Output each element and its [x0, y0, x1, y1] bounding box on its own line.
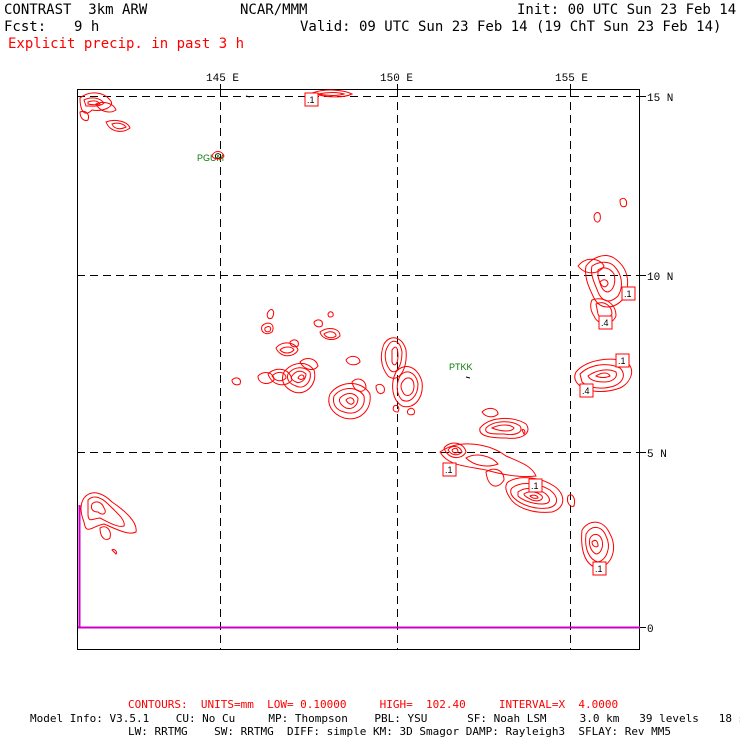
contour-label-7: .1 — [531, 481, 539, 491]
contour-label-3: .4 — [601, 318, 609, 328]
map-frame — [77, 89, 640, 650]
forecast-label: Fcst: — [4, 19, 47, 35]
contour-label-5: .4 — [582, 386, 590, 396]
lon-label-155e: 155 E — [555, 73, 588, 85]
valid-time: Valid: 09 UTC Sun 23 Feb 14 (19 ChT Sun … — [300, 19, 722, 35]
graticule — [77, 89, 640, 650]
contour-label-8: .1 — [595, 564, 603, 574]
contour-label-1: .1 — [307, 95, 315, 105]
organization-label: NCAR/MMM — [240, 2, 308, 18]
lon-label-150e: 150 E — [380, 73, 413, 85]
lon-label-145e: 145 E — [206, 73, 239, 85]
ticks — [220, 84, 646, 628]
contour-label-6: .1 — [445, 465, 453, 475]
lat-label-10n: 10 N — [647, 272, 673, 284]
chuuk-island — [465, 376, 471, 379]
station-ptkk: PTKK — [449, 362, 473, 372]
model-info-line-1: Model Info: V3.5.1 CU: No Cu MP: Thompso… — [30, 712, 740, 725]
contour-label-2: .1 — [624, 289, 632, 299]
lat-label-15n: 15 N — [647, 93, 673, 105]
lat-label-5n: 5 N — [647, 449, 667, 461]
contour-label-4: .1 — [618, 356, 626, 366]
model-info-line-2: LW: RRTMG SW: RRTMG DIFF: simple KM: 3D … — [128, 725, 672, 738]
contour-info: CONTOURS: UNITS=mm LOW= 0.10000 HIGH= 10… — [128, 698, 619, 711]
station-pgum: PGUM — [197, 153, 224, 163]
model-title: CONTRAST 3km ARW — [4, 2, 148, 18]
forecast-value: 9 h — [74, 19, 100, 35]
field-description: Explicit precip. in past 3 h — [8, 36, 245, 52]
precip-contours — [79, 89, 633, 569]
lat-label-0: 0 — [647, 624, 654, 636]
init-time: Init: 00 UTC Sun 23 Feb 14 — [517, 2, 737, 18]
